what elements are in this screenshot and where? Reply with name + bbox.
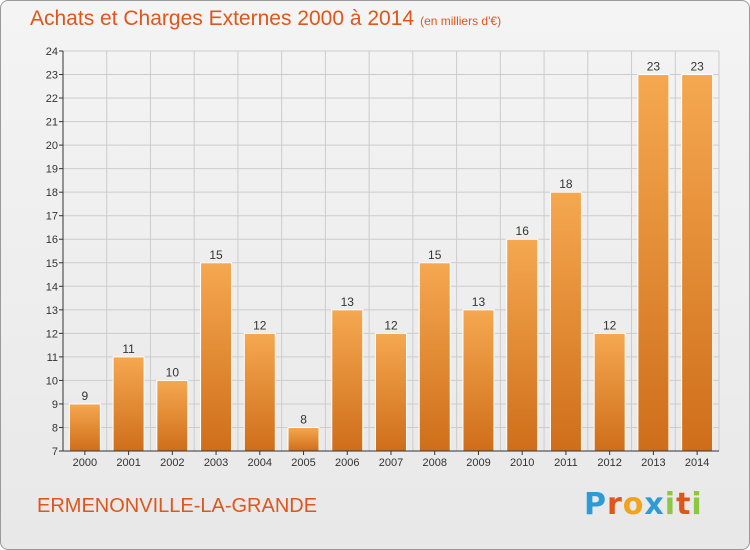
value-label: 13	[341, 295, 355, 309]
value-label: 15	[209, 248, 223, 262]
x-tick-label: 2005	[291, 457, 315, 469]
x-tick-label: 2008	[422, 457, 446, 469]
bar-2012	[593, 332, 626, 452]
bar-2002	[156, 379, 189, 452]
bars	[68, 74, 714, 452]
value-label: 18	[559, 177, 573, 191]
value-label: 15	[428, 248, 442, 262]
x-tick-label: 2013	[641, 457, 665, 469]
y-tick-label: 19	[46, 164, 58, 176]
x-tick-label: 2001	[116, 457, 140, 469]
bar-2005	[287, 426, 320, 452]
y-tick-label: 18	[46, 187, 58, 199]
proxiti-logo[interactable]: Proxiti	[584, 487, 703, 522]
y-tick-label: 8	[52, 422, 58, 434]
x-tick-label: 2000	[73, 457, 97, 469]
y-tick-label: 16	[46, 234, 58, 246]
axes	[59, 50, 719, 455]
y-tick-label: 13	[46, 305, 58, 317]
y-tick-label: 24	[46, 46, 58, 58]
y-tick-label: 23	[46, 70, 58, 82]
value-label: 12	[603, 318, 617, 332]
value-label: 12	[384, 318, 398, 332]
bar-2009	[462, 309, 495, 452]
bar-2013	[637, 74, 670, 452]
bar-2004	[243, 332, 276, 452]
x-tick-label: 2003	[204, 457, 228, 469]
x-tick-label: 2014	[685, 457, 709, 469]
value-label: 16	[516, 224, 530, 238]
bar-2003	[200, 262, 233, 452]
y-tick-label: 22	[46, 93, 58, 105]
bar-2011	[549, 191, 582, 452]
labels: 7 8 9 10 11 12 13 14 15 16 17 18 19 20 21 22 23 24 9 2000 11…	[46, 46, 710, 469]
logo-letter: P	[584, 487, 607, 522]
chart-title: Achats et Charges Externes 2000 à 2014 (e…	[30, 7, 502, 30]
y-tick-label: 7	[52, 446, 58, 458]
logo-letter: i	[691, 487, 703, 522]
logo-letter: i	[664, 487, 677, 522]
logo-letter: t	[676, 487, 692, 522]
y-tick-label: 14	[46, 281, 58, 293]
x-tick-label: 2009	[466, 457, 490, 469]
logo-letter: o	[622, 487, 645, 522]
chart-subtitle: (en milliers d'€)	[420, 14, 502, 28]
x-tick-label: 2004	[248, 457, 272, 469]
y-tick-label: 11	[47, 352, 58, 364]
city-name: ERMENONVILLE-LA-GRANDE	[37, 495, 318, 517]
value-label: 23	[647, 60, 661, 74]
y-tick-label: 20	[46, 140, 58, 152]
value-label: 23	[690, 60, 704, 74]
value-label: 11	[122, 342, 135, 356]
bar-2007	[375, 332, 407, 452]
y-tick-label: 21	[46, 117, 58, 129]
x-tick-label: 2006	[335, 457, 359, 469]
bar-2001	[112, 356, 145, 452]
y-tick-label: 15	[46, 258, 58, 270]
bar-2008	[418, 262, 451, 452]
y-tick-label: 17	[46, 211, 58, 223]
x-tick-label: 2002	[160, 457, 184, 469]
y-tick-label: 10	[46, 375, 58, 387]
logo-letter: x	[644, 487, 665, 522]
value-label: 13	[472, 295, 486, 309]
bar-2000	[68, 403, 101, 452]
value-label: 12	[253, 318, 267, 332]
value-label: 10	[166, 365, 180, 379]
x-tick-label: 2010	[510, 457, 534, 469]
x-tick-label: 2007	[379, 457, 403, 469]
bar-2006	[331, 309, 364, 452]
x-tick-label: 2012	[597, 457, 621, 469]
bar-2010	[506, 238, 539, 452]
y-tick-label: 9	[52, 399, 58, 411]
value-label: 9	[82, 389, 89, 403]
logo-letter: r	[607, 487, 623, 522]
value-label: 8	[300, 412, 307, 426]
y-tick-label: 12	[46, 328, 58, 340]
x-tick-label: 2011	[554, 457, 578, 469]
bar-2014	[681, 74, 714, 452]
